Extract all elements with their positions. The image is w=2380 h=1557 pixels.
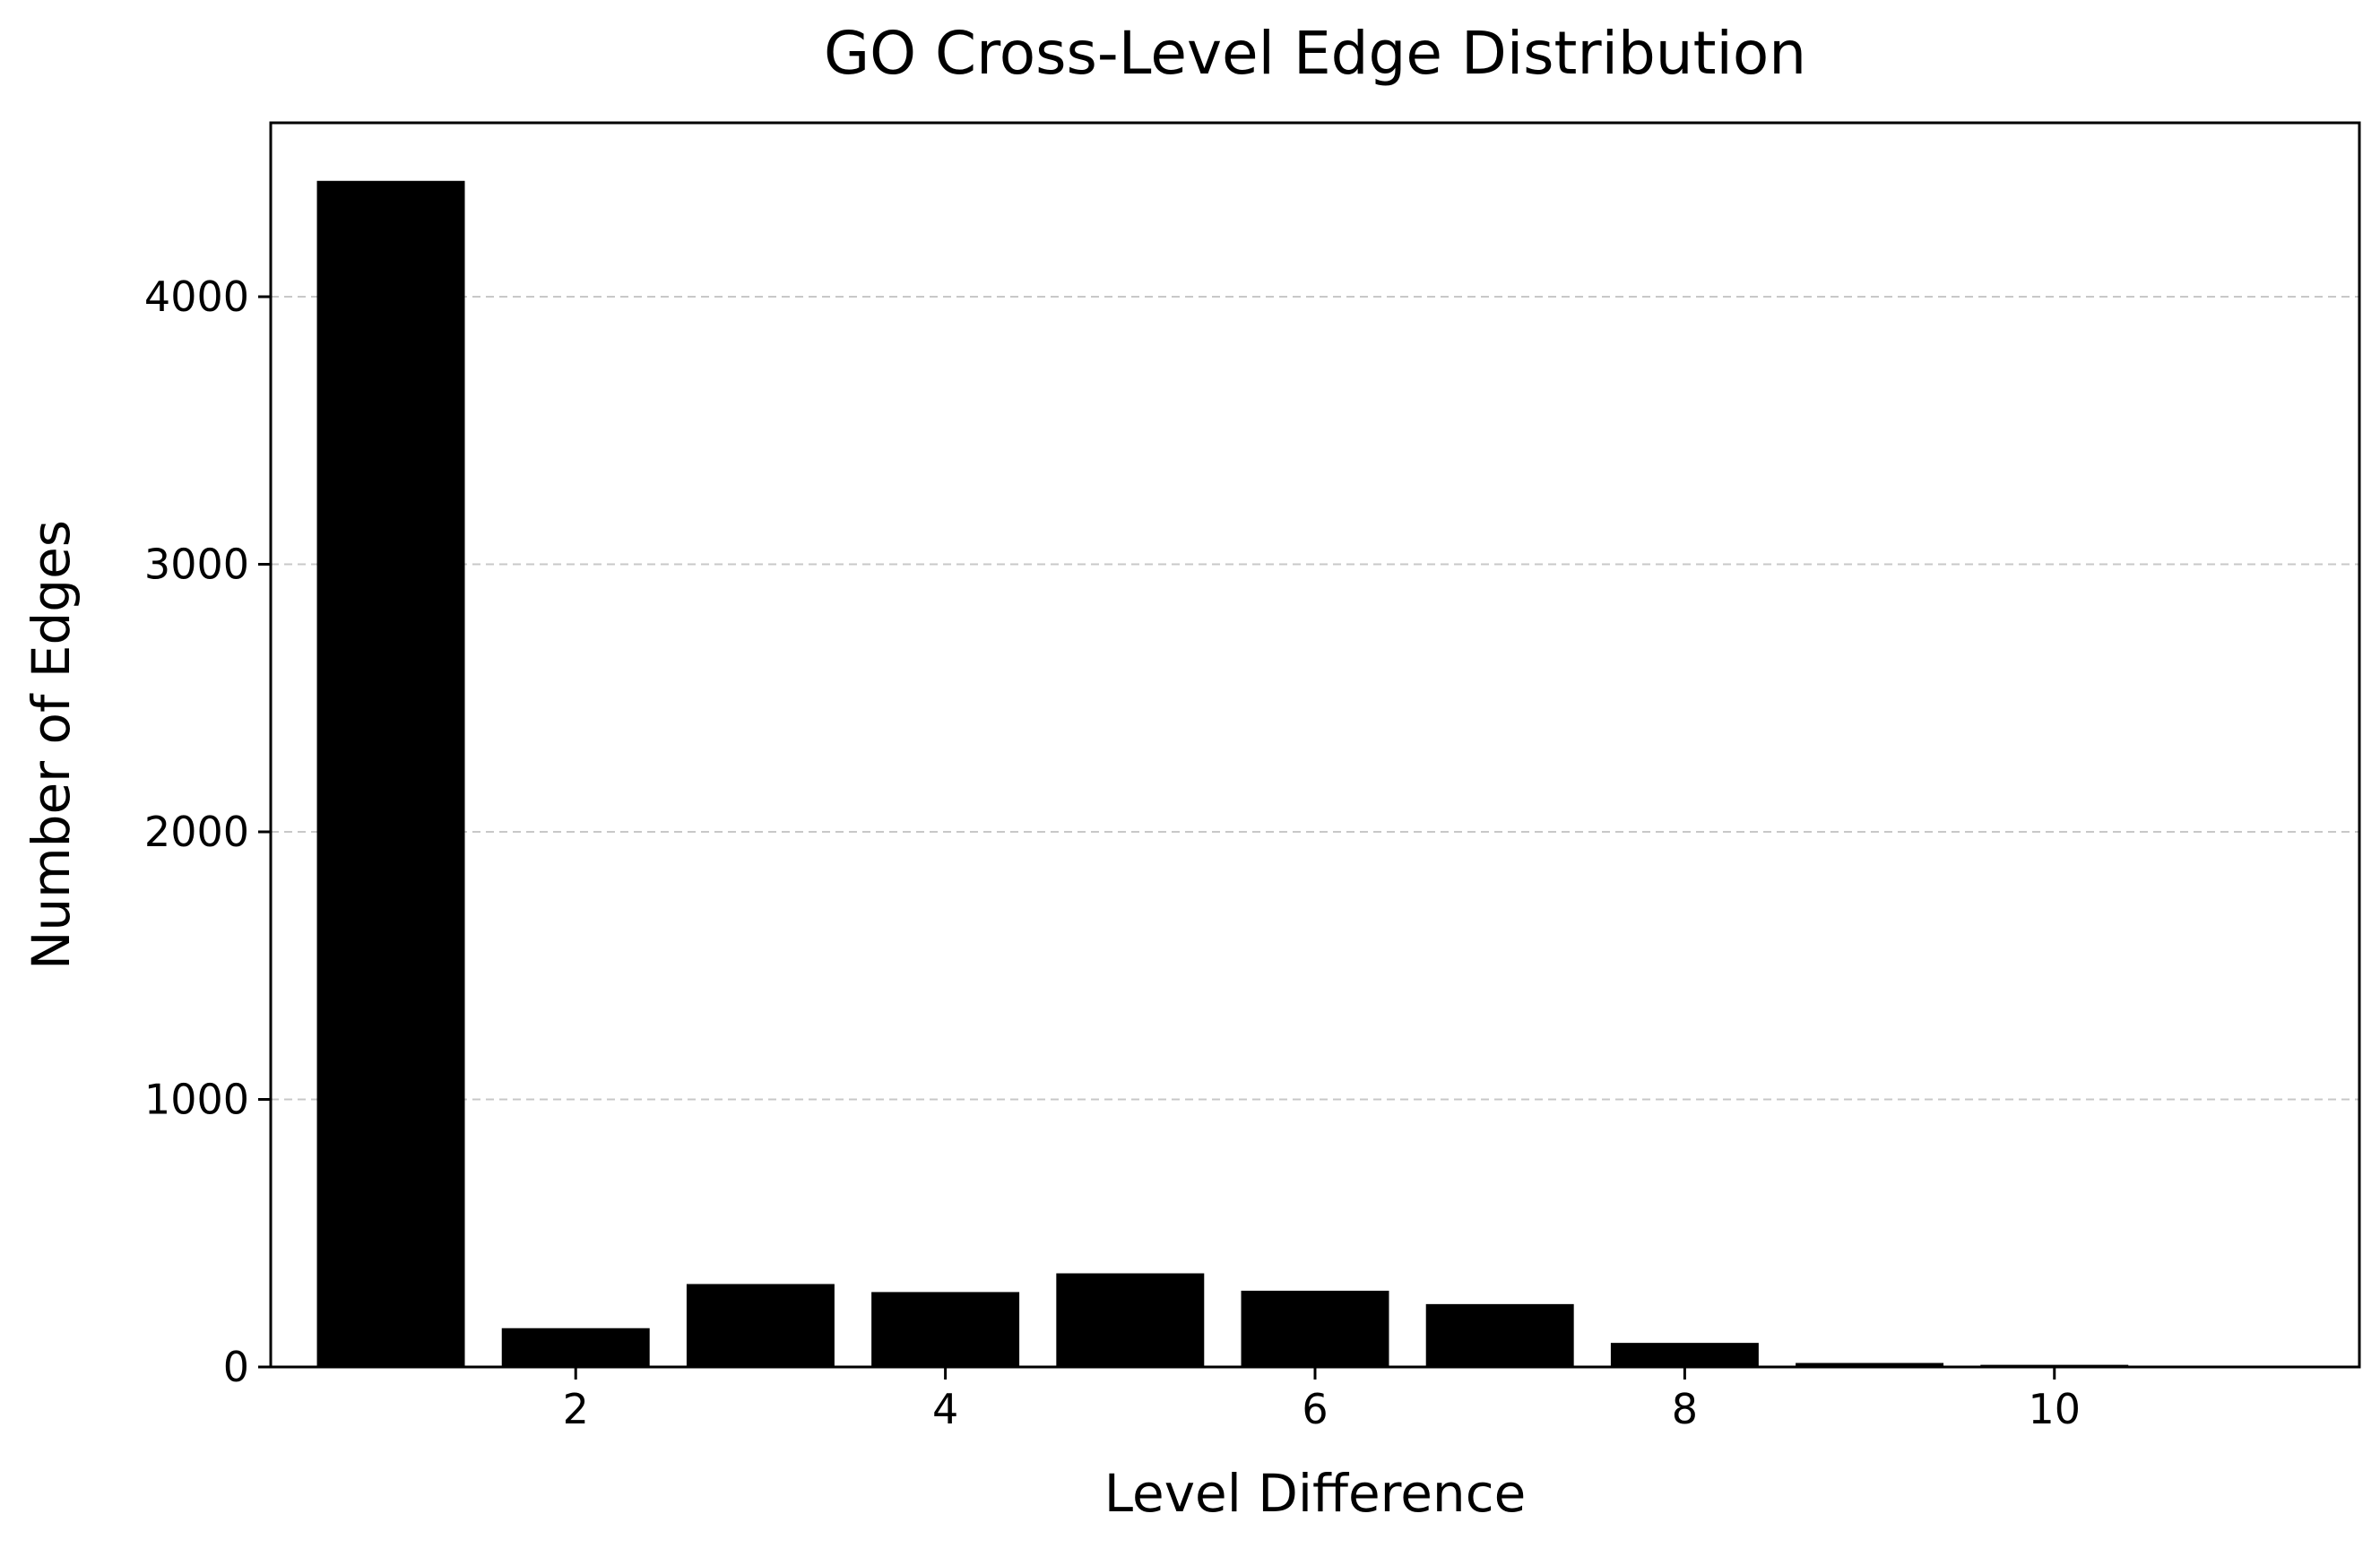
bar (1056, 1273, 1205, 1367)
bars (316, 180, 2314, 1368)
x-tick-label: 6 (1302, 1385, 1328, 1433)
y-axis-label: Number of Edges (21, 520, 82, 970)
bar (1241, 1290, 1389, 1367)
y-tick-label: 2000 (144, 808, 249, 856)
y-tick-label: 3000 (144, 541, 249, 589)
y-tick-label: 0 (223, 1343, 249, 1391)
bar (1610, 1343, 1759, 1367)
y-tick-label: 1000 (144, 1076, 249, 1124)
bar (1425, 1303, 1574, 1367)
bar (316, 180, 465, 1368)
bar (1796, 1362, 1944, 1367)
x-tick-label: 10 (2029, 1385, 2081, 1433)
chart-title: GO Cross-Level Edge Distribution (824, 19, 1806, 88)
bar (686, 1284, 835, 1367)
x-tick-label: 2 (563, 1385, 589, 1433)
y-axis-ticks: 0 1000 2000 3000 4000 (144, 272, 271, 1391)
y-tick-label: 4000 (144, 272, 249, 321)
gridlines (271, 296, 2359, 1101)
x-axis-ticks: 2 4 6 8 10 (563, 1367, 2081, 1433)
bar (871, 1292, 1020, 1367)
bar (501, 1328, 650, 1367)
x-axis-label: Level Difference (1104, 1463, 1527, 1524)
x-tick-label: 8 (1672, 1385, 1698, 1433)
x-tick-label: 4 (932, 1385, 958, 1433)
